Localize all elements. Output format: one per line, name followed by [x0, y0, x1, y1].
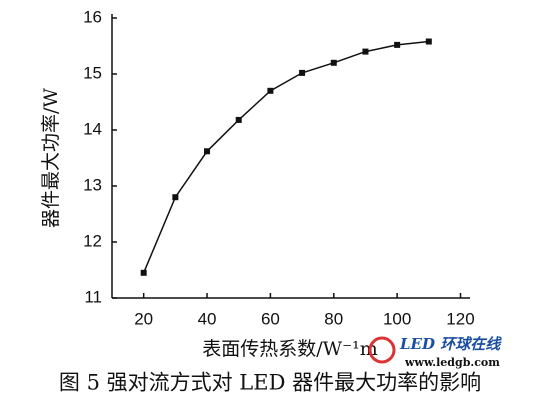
point: [204, 148, 211, 155]
x-tick-label: 40: [198, 309, 217, 328]
watermark: LED 环球在线: [399, 335, 502, 353]
x-axis-label: 表面传热系数/W⁻¹m: [202, 338, 378, 360]
watermark-logo: [368, 336, 396, 364]
line: [142, 40, 429, 274]
x-tick-label: 60: [261, 309, 280, 328]
x-tick-label: 20: [134, 309, 153, 328]
point: [172, 194, 179, 201]
point: [330, 59, 337, 66]
y-tick-label: 11: [84, 287, 102, 306]
y-axis-label: 器件最大功率/W: [40, 88, 62, 228]
y-tick-label: 16: [83, 7, 102, 26]
x-tick-label: 80: [324, 309, 343, 328]
y-tick-label: 13: [83, 175, 102, 194]
point: [425, 38, 432, 45]
point: [299, 69, 306, 76]
watermark-url: www.ledgb.com: [404, 356, 500, 369]
point: [394, 41, 401, 48]
x-tick-label: 100: [383, 309, 411, 328]
point: [140, 269, 147, 276]
y-tick-label: 15: [83, 63, 102, 82]
y-tick-label: 12: [83, 231, 102, 250]
x-tick-label: 120: [446, 309, 474, 328]
point: [362, 48, 369, 55]
caption: 图 5 强对流方式对 LED 器件最大功率的影响: [59, 371, 481, 395]
point: [267, 87, 274, 94]
y-tick-label: 14: [83, 119, 102, 138]
point: [235, 116, 242, 123]
